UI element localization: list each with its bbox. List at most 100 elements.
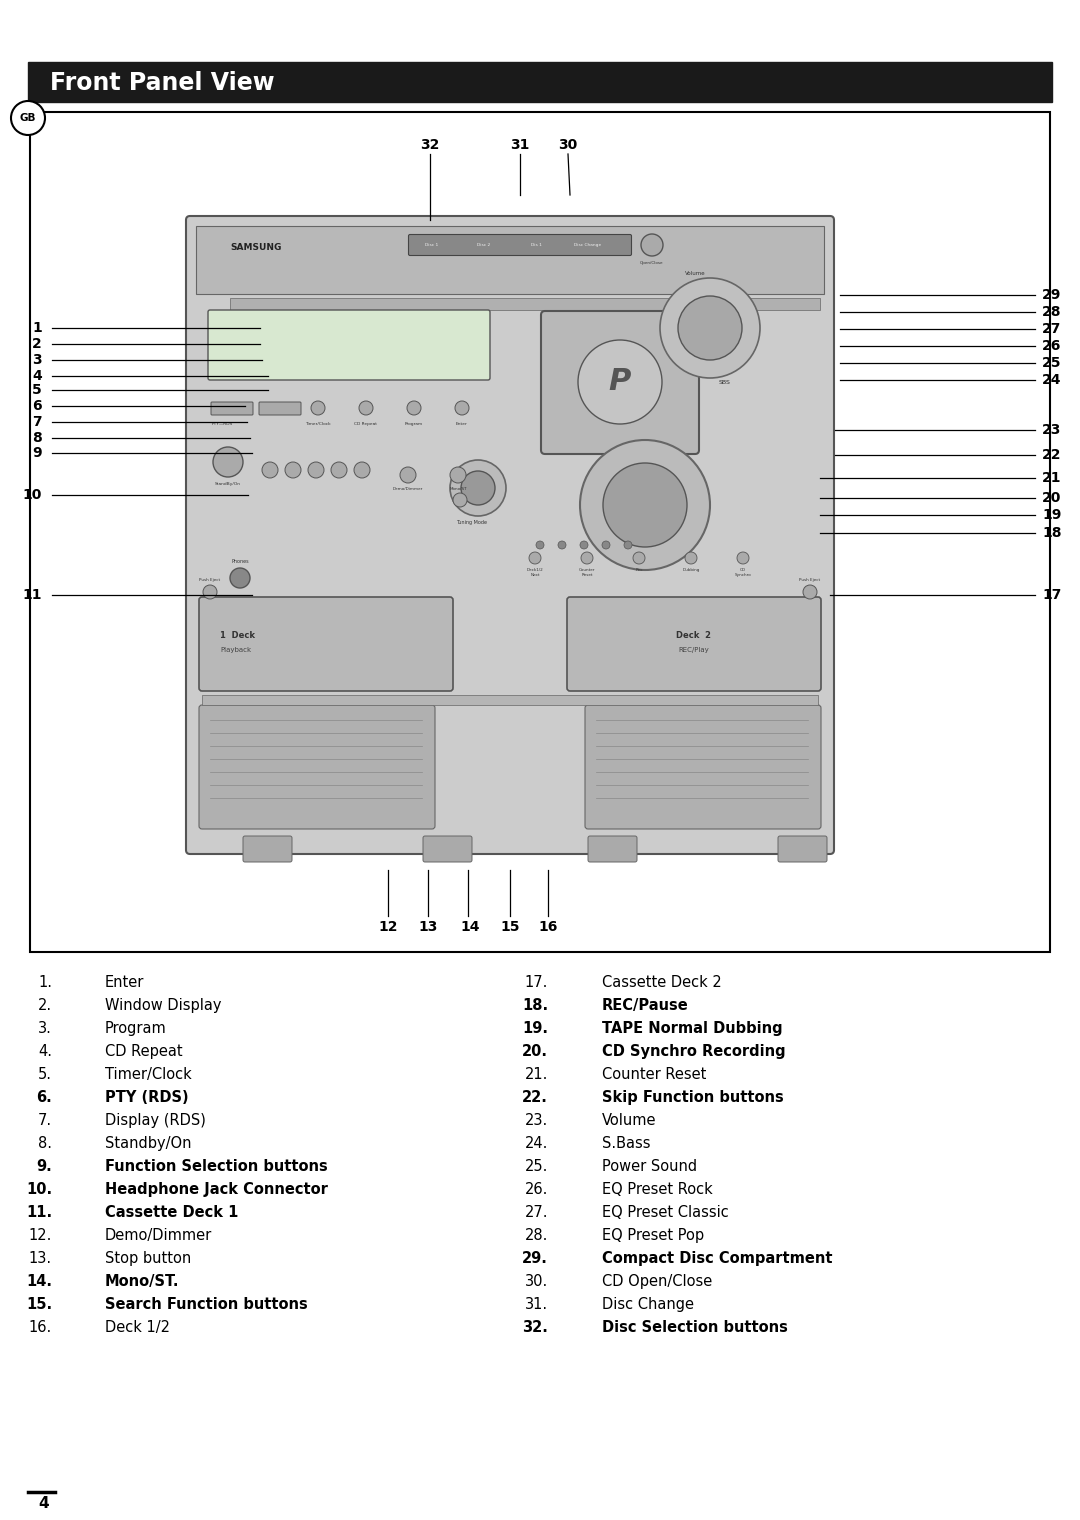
Text: SBS: SBS xyxy=(719,380,731,385)
Text: Compact Disc Compartment: Compact Disc Compartment xyxy=(602,1251,833,1266)
Text: Front Panel View: Front Panel View xyxy=(50,71,274,94)
Text: 29: 29 xyxy=(1042,287,1062,302)
FancyBboxPatch shape xyxy=(243,836,292,862)
Text: 23: 23 xyxy=(1042,423,1062,438)
FancyBboxPatch shape xyxy=(778,836,827,862)
Text: 19: 19 xyxy=(1042,508,1062,521)
Text: Open/Close: Open/Close xyxy=(640,261,664,264)
Text: Program: Program xyxy=(405,423,423,426)
Text: S.Bass: S.Bass xyxy=(602,1135,650,1151)
FancyBboxPatch shape xyxy=(541,312,699,454)
Text: 25.: 25. xyxy=(525,1158,548,1173)
FancyBboxPatch shape xyxy=(199,597,453,692)
Circle shape xyxy=(602,541,610,549)
Text: EQ Preset Pop: EQ Preset Pop xyxy=(602,1228,704,1243)
Text: 8.: 8. xyxy=(38,1135,52,1151)
Text: 15: 15 xyxy=(500,920,519,933)
Bar xyxy=(28,62,1052,102)
Bar xyxy=(230,298,820,310)
Text: 4: 4 xyxy=(38,1496,49,1511)
Text: Enter: Enter xyxy=(105,974,145,990)
Text: Display (RDS): Display (RDS) xyxy=(105,1113,206,1128)
Text: 32: 32 xyxy=(420,138,440,152)
Text: 27.: 27. xyxy=(525,1205,548,1221)
Text: Dis 1: Dis 1 xyxy=(530,243,541,246)
Circle shape xyxy=(737,552,750,564)
Text: Mono/ST: Mono/ST xyxy=(449,486,467,491)
FancyBboxPatch shape xyxy=(408,234,632,255)
Text: Deck1/2
Next: Deck1/2 Next xyxy=(527,568,543,576)
Text: Timer/Clock: Timer/Clock xyxy=(105,1067,192,1082)
Circle shape xyxy=(203,585,217,599)
Text: 20: 20 xyxy=(1042,491,1062,505)
Text: Push Eject: Push Eject xyxy=(799,578,821,582)
Circle shape xyxy=(660,278,760,378)
Text: 18: 18 xyxy=(1042,526,1062,540)
Text: Standby/On: Standby/On xyxy=(105,1135,191,1151)
Text: 31.: 31. xyxy=(525,1297,548,1312)
Circle shape xyxy=(400,467,416,483)
Circle shape xyxy=(354,462,370,477)
Text: Tuning Mode: Tuning Mode xyxy=(456,520,487,524)
Text: EQ Preset Classic: EQ Preset Classic xyxy=(602,1205,729,1221)
Text: Rec: Rec xyxy=(635,568,643,572)
Circle shape xyxy=(461,471,495,505)
Text: 16: 16 xyxy=(538,920,557,933)
Text: Phones: Phones xyxy=(231,559,248,564)
Text: 8: 8 xyxy=(32,432,42,445)
Circle shape xyxy=(581,552,593,564)
Text: 21.: 21. xyxy=(525,1067,548,1082)
Circle shape xyxy=(580,541,588,549)
Circle shape xyxy=(407,401,421,415)
Text: 28.: 28. xyxy=(525,1228,548,1243)
Text: Window Display: Window Display xyxy=(105,999,221,1012)
Text: Dubbing: Dubbing xyxy=(683,568,700,572)
Text: Volume: Volume xyxy=(602,1113,657,1128)
Text: 20.: 20. xyxy=(522,1044,548,1059)
Circle shape xyxy=(633,552,645,564)
FancyBboxPatch shape xyxy=(567,597,821,692)
Text: 29.: 29. xyxy=(522,1251,548,1266)
FancyBboxPatch shape xyxy=(211,401,253,415)
Text: CD Repeat: CD Repeat xyxy=(354,423,378,426)
Text: Skip Function buttons: Skip Function buttons xyxy=(602,1090,784,1105)
Text: Power Sound: Power Sound xyxy=(602,1158,697,1173)
FancyBboxPatch shape xyxy=(208,310,490,380)
Text: 26.: 26. xyxy=(525,1183,548,1198)
Circle shape xyxy=(558,541,566,549)
Text: 1: 1 xyxy=(32,321,42,334)
Text: Disc 1: Disc 1 xyxy=(426,243,438,246)
Bar xyxy=(195,226,824,293)
Text: 6: 6 xyxy=(32,400,42,413)
Text: Headphone Jack Connector: Headphone Jack Connector xyxy=(105,1183,328,1198)
Text: 14.: 14. xyxy=(26,1274,52,1289)
Text: Search Function buttons: Search Function buttons xyxy=(105,1297,308,1312)
Text: 15.: 15. xyxy=(26,1297,52,1312)
Circle shape xyxy=(230,568,249,588)
Text: P: P xyxy=(609,368,631,397)
Text: TAPE Normal Dubbing: TAPE Normal Dubbing xyxy=(602,1021,783,1037)
Text: PTY—RDS: PTY—RDS xyxy=(212,423,232,426)
Text: Enter: Enter xyxy=(456,423,468,426)
Text: SAMSUNG: SAMSUNG xyxy=(230,243,282,252)
Text: 25: 25 xyxy=(1042,356,1062,369)
Text: 28: 28 xyxy=(1042,306,1062,319)
Text: 10.: 10. xyxy=(26,1183,52,1198)
FancyBboxPatch shape xyxy=(588,836,637,862)
Bar xyxy=(202,695,818,705)
Text: Counter Reset: Counter Reset xyxy=(602,1067,706,1082)
Circle shape xyxy=(308,462,324,477)
Text: 11.: 11. xyxy=(26,1205,52,1221)
Text: Disc Selection buttons: Disc Selection buttons xyxy=(602,1319,788,1335)
Text: 9.: 9. xyxy=(37,1158,52,1173)
Text: Mono/ST.: Mono/ST. xyxy=(105,1274,179,1289)
Circle shape xyxy=(529,552,541,564)
Text: REC/Pause: REC/Pause xyxy=(602,999,689,1012)
Circle shape xyxy=(311,401,325,415)
Text: Push Eject: Push Eject xyxy=(200,578,220,582)
Text: Demo/Dimmer: Demo/Dimmer xyxy=(105,1228,213,1243)
Text: Cassette Deck 2: Cassette Deck 2 xyxy=(602,974,721,990)
Text: 7: 7 xyxy=(32,415,42,429)
Text: EQ Preset Rock: EQ Preset Rock xyxy=(602,1183,713,1198)
Text: Deck 1/2: Deck 1/2 xyxy=(105,1319,170,1335)
